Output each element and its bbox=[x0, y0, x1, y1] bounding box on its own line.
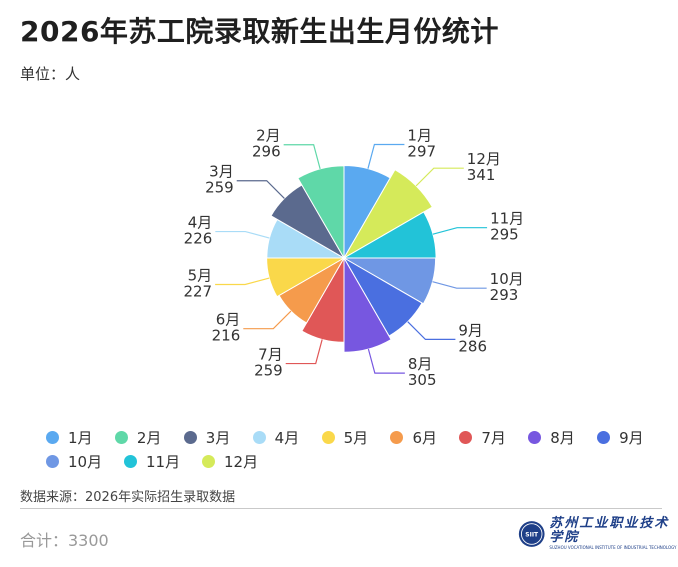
legend-item[interactable]: 8月 bbox=[528, 427, 597, 448]
slice-value-label: 216 bbox=[212, 327, 241, 345]
slice-value-label: 297 bbox=[407, 143, 436, 161]
rose-slice[interactable] bbox=[342, 257, 437, 305]
seal-text: SIIT bbox=[525, 532, 539, 539]
leader-line bbox=[285, 339, 323, 365]
leader-line bbox=[415, 167, 464, 187]
slice-category-label: 1月 bbox=[407, 127, 432, 145]
slice-category-label: 3月 bbox=[209, 163, 234, 181]
chart-title: 2026年苏工院录取新生出生月份统计 bbox=[20, 15, 499, 48]
legend-swatch bbox=[183, 430, 197, 444]
chart-legend: 1月 2月 3月 4月 5月 6月 7月 8月 9月 10月 11月 12月 bbox=[46, 425, 666, 473]
legend-swatch bbox=[390, 430, 404, 444]
slice-value-label: 259 bbox=[254, 362, 283, 380]
legend-label: 11月 bbox=[146, 452, 181, 471]
rose-slice[interactable] bbox=[297, 165, 345, 260]
legend-swatch bbox=[114, 430, 128, 444]
legend-swatch bbox=[252, 430, 266, 444]
slice-value-label: 295 bbox=[490, 226, 519, 244]
slice-value-label: 296 bbox=[252, 143, 281, 161]
legend-item[interactable]: 11月 bbox=[124, 451, 202, 472]
slice-category-label: 10月 bbox=[490, 270, 524, 288]
legend-item[interactable]: 4月 bbox=[252, 427, 322, 448]
slice-category-label: 11月 bbox=[490, 210, 524, 228]
legend-swatch bbox=[459, 430, 473, 444]
leader-line bbox=[215, 277, 270, 286]
legend-row: 1月 2月 3月 4月 5月 6月 7月 8月 9月 bbox=[46, 425, 666, 449]
legend-label: 10月 bbox=[68, 452, 103, 471]
leader-line bbox=[283, 144, 321, 170]
legend-label: 12月 bbox=[224, 452, 259, 471]
slice-category-label: 6月 bbox=[216, 311, 241, 329]
legend-item[interactable]: 10月 bbox=[46, 451, 124, 472]
legend-label: 5月 bbox=[343, 428, 369, 447]
slice-value-label: 341 bbox=[467, 166, 496, 184]
school-name: 苏州工业职业技术学院 bbox=[549, 516, 670, 545]
rose-slice[interactable] bbox=[342, 168, 434, 260]
legend-swatch bbox=[46, 454, 59, 468]
slice-category-label: 8月 bbox=[408, 355, 433, 373]
rose-slice[interactable] bbox=[343, 256, 392, 353]
legend-label: 1月 bbox=[68, 428, 93, 447]
total-count: 合计：3300 bbox=[20, 531, 109, 550]
legend-label: 7月 bbox=[481, 428, 506, 447]
legend-item[interactable]: 3月 bbox=[183, 427, 253, 448]
school-seal-icon: SIIT bbox=[518, 521, 545, 547]
unit-label: 单位：人 bbox=[20, 65, 81, 83]
slice-category-label: 9月 bbox=[458, 321, 483, 339]
slice-value-label: 286 bbox=[458, 337, 487, 355]
legend-item[interactable]: 1月 bbox=[46, 427, 115, 448]
leader-line bbox=[243, 310, 292, 330]
leader-line bbox=[236, 180, 285, 199]
school-name-en: SUZHOU VOCATIONAL INSTITUTE OF INDUSTRIA… bbox=[549, 545, 677, 550]
chart-slices bbox=[266, 164, 437, 353]
legend-item[interactable]: 5月 bbox=[321, 427, 391, 448]
legend-label: 2月 bbox=[136, 428, 162, 447]
legend-item[interactable]: 12月 bbox=[202, 451, 280, 472]
leader-line bbox=[407, 321, 456, 340]
legend-label: 9月 bbox=[619, 428, 644, 447]
slice-category-label: 12月 bbox=[467, 150, 501, 168]
school-logo: SIIT 苏州工业职业技术学院 SUZHOU VOCATIONAL INSTIT… bbox=[518, 517, 678, 551]
slice-category-label: 4月 bbox=[188, 214, 213, 232]
slice-category-label: 2月 bbox=[256, 127, 281, 145]
slice-value-label: 305 bbox=[408, 371, 437, 389]
leader-line bbox=[215, 230, 270, 239]
legend-swatch bbox=[321, 430, 335, 444]
legend-swatch bbox=[202, 454, 215, 468]
slice-value-label: 227 bbox=[183, 283, 212, 301]
leader-line bbox=[432, 227, 488, 235]
slice-value-label: 226 bbox=[184, 230, 213, 248]
legend-swatch bbox=[124, 454, 137, 468]
leader-line bbox=[367, 348, 405, 374]
data-source-note: 数据来源：2026年实际招生录取数据 bbox=[20, 490, 236, 505]
slice-category-label: 5月 bbox=[188, 267, 213, 285]
legend-label: 4月 bbox=[274, 428, 300, 447]
leader-line bbox=[432, 281, 487, 289]
legend-item[interactable]: 6月 bbox=[390, 427, 459, 448]
rose-slice[interactable] bbox=[301, 256, 345, 343]
legend-label: 3月 bbox=[205, 428, 231, 447]
legend-item[interactable]: 9月 bbox=[597, 427, 666, 448]
slice-value-label: 259 bbox=[205, 179, 234, 197]
legend-item[interactable]: 7月 bbox=[459, 427, 528, 448]
legend-label: 8月 bbox=[550, 428, 575, 447]
footer-divider bbox=[20, 508, 662, 509]
legend-swatch bbox=[46, 430, 59, 444]
chart-leader-lines bbox=[215, 143, 488, 374]
slice-value-label: 293 bbox=[490, 286, 519, 304]
legend-swatch bbox=[597, 430, 611, 444]
legend-item[interactable]: 2月 bbox=[114, 427, 184, 448]
leader-line bbox=[367, 143, 405, 169]
legend-swatch bbox=[528, 430, 542, 444]
slice-category-label: 7月 bbox=[258, 346, 283, 364]
legend-row: 10月 11月 12月 bbox=[46, 449, 666, 473]
legend-label: 6月 bbox=[412, 428, 437, 447]
